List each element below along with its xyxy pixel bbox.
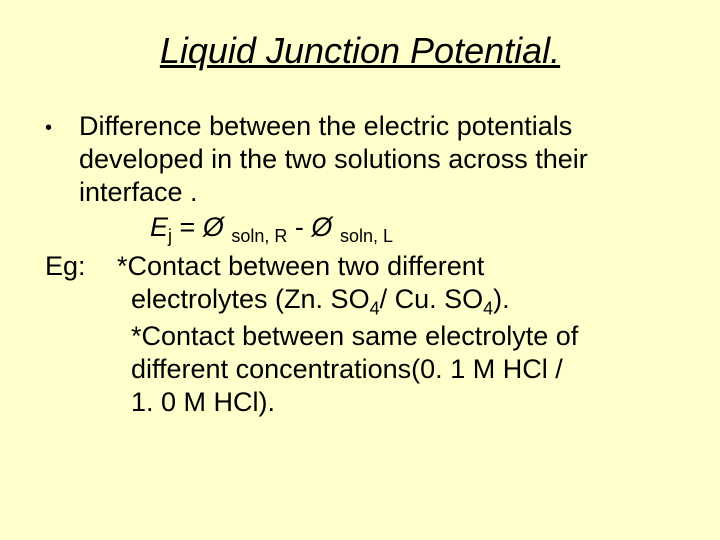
ex2-line-a-wrap: *Contact between same electrolyte of [45, 320, 675, 353]
def-line-1: Difference between the electric potentia… [79, 111, 572, 141]
ex1-b-pre: electrolytes (Zn. SO [131, 284, 370, 314]
slide-body: • Difference between the electric potent… [45, 110, 675, 419]
ex1-b-sub1: 4 [370, 298, 380, 318]
formula-phi-R: Ø [203, 212, 224, 242]
formula-j: j [168, 226, 172, 246]
formula-solnL: soln, L [340, 226, 393, 246]
bullet-item: • Difference between the electric potent… [45, 110, 675, 209]
ex2-line-a: Contact between same electrolyte of [142, 321, 579, 351]
definition-text: Difference between the electric potentia… [79, 110, 675, 209]
bullet-glyph: • [45, 110, 79, 140]
slide: Liquid Junction Potential. • Difference … [0, 0, 720, 540]
ex2-line-b: different concentrations(0. 1 M HCl / [45, 353, 675, 386]
formula-eq: = [180, 212, 196, 242]
ex2-line-c: 1. 0 M HCl). [45, 386, 675, 419]
formula-minus: - [295, 212, 304, 242]
formula-E: E [150, 212, 168, 242]
ex1-b-sub2: 4 [483, 298, 493, 318]
def-line-3: interface . [79, 177, 198, 207]
eg-label: Eg: [45, 250, 117, 283]
eg-text-1: *Contact between two different [117, 250, 675, 283]
formula-phi-L: Ø [311, 212, 332, 242]
formula-solnR: soln, R [231, 226, 287, 246]
formula: Ej = Ø soln, R - Ø soln, L [45, 211, 675, 248]
star-icon: * [117, 251, 128, 281]
ex1-b-end: ). [493, 284, 510, 314]
slide-title: Liquid Junction Potential. [45, 30, 675, 72]
star-icon-2: * [131, 321, 142, 351]
ex1-b-mid: / Cu. SO [380, 284, 484, 314]
ex1-line-a: Contact between two different [128, 251, 485, 281]
example-row: Eg: *Contact between two different [45, 250, 675, 283]
ex1-line-b: electrolytes (Zn. SO4/ Cu. SO4). [45, 283, 675, 320]
def-line-2: developed in the two solutions across th… [79, 144, 588, 174]
